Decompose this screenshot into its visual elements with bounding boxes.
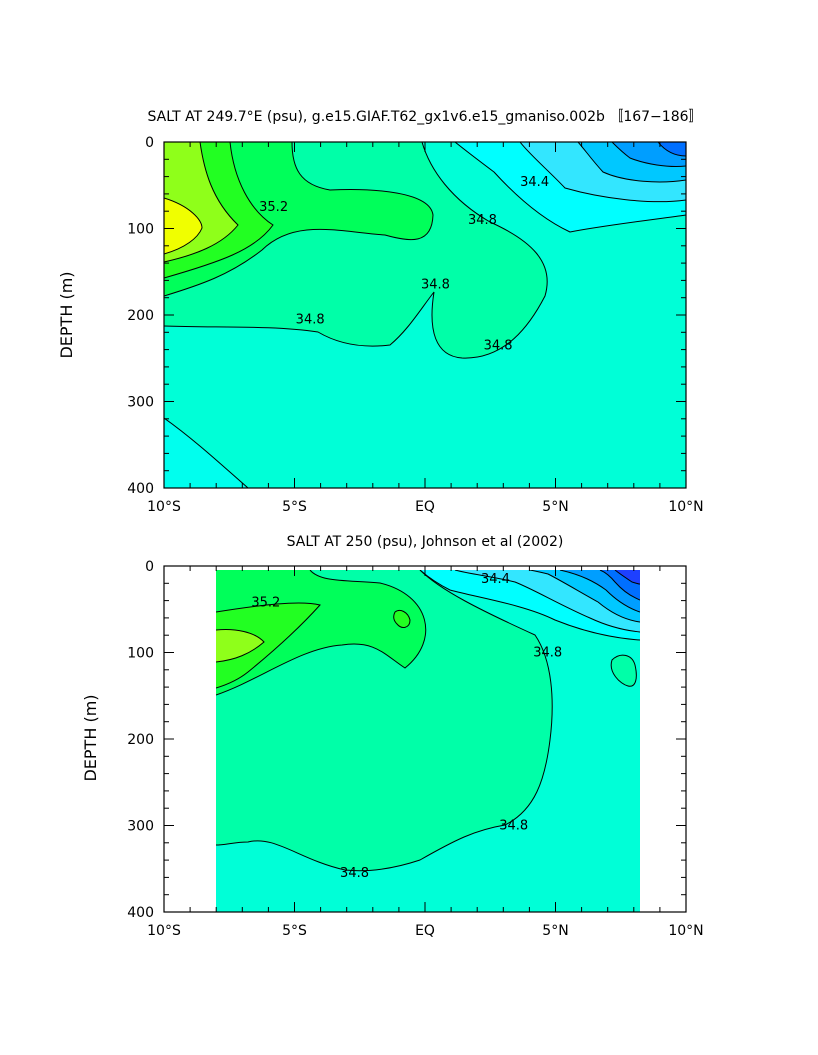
y-tick-label: 400 [127,481,154,497]
panel-bottom-contour-labels: 35.2 34.4 34.8 34.8 34.8 [251,572,562,881]
y-tick-label: 200 [127,308,154,324]
contour-line [599,570,640,601]
contour-label: 34.8 [340,866,369,881]
contour-line [216,602,321,689]
contour-label: 34.8 [468,213,497,228]
x-tick-label: 10°N [668,923,703,939]
band-33-6-bottom [615,570,640,584]
y-tick-label: 0 [145,135,154,151]
contour-label: 34.8 [484,338,513,353]
contour-line [614,570,640,585]
contour-line [164,142,274,279]
panel-bottom-axes: 10°S 5°S EQ 5°N 10°N 0 100 200 300 400 [127,559,703,939]
contour-line [393,609,411,628]
contour-line [216,570,427,696]
x-tick-label: 5°S [282,923,307,939]
x-tick-label: 10°N [668,499,703,515]
panel-bottom-ylabel: DEPTH (m) [81,694,100,781]
band-35-2-bottom [216,602,320,688]
contour-line [610,654,637,687]
contour-line [164,142,548,359]
panel-bottom-title: SALT AT 250 (psu), Johnson et al (2002) [287,534,564,550]
contour-label: 34.8 [499,819,528,834]
panel-bottom-fill [216,570,640,912]
contour-line [559,570,640,613]
panel-top-fill [164,142,686,488]
contour-line [611,142,686,167]
contour-label: 35.2 [251,595,280,610]
x-tick-label: 10°S [147,923,181,939]
y-tick-label: 200 [127,732,154,748]
y-tick-label: 300 [127,819,154,835]
y-tick-label: 100 [127,222,154,238]
contour-label: 34.8 [296,312,325,327]
x-tick-label: 5°N [542,499,568,515]
contour-line [164,417,249,488]
panel-bottom: SALT AT 250 (psu), Johnson et al (2002) [81,534,704,939]
contour-line [519,142,686,203]
contour-label: 34.8 [421,278,450,293]
contour-line [419,570,640,641]
x-tick-label: 5°N [542,923,568,939]
band-35-4-bottom [216,629,264,662]
x-tick-label: EQ [415,499,435,515]
x-tick-label: 10°S [147,499,181,515]
y-tick-label: 400 [127,905,154,921]
contour-line [529,570,640,623]
y-tick-label: 0 [145,559,154,575]
band-bottom-left-low [164,418,248,488]
y-tick-label: 300 [127,395,154,411]
contour-line [216,570,553,872]
contour-label: 34.4 [520,175,549,190]
contour-label: 34.4 [481,572,510,587]
contour-line [216,629,265,663]
band-33-8-top [658,142,686,156]
x-tick-label: EQ [415,923,435,939]
panel-top-contour-labels: 35.2 34.4 34.8 34.8 34.8 34.8 [259,175,549,353]
panel-top-title: SALT AT 249.7°E (psu), g.e15.GIAF.T62_gx… [147,109,702,125]
contour-label: 34.8 [533,646,562,661]
contour-line [164,142,434,297]
contour-line [454,570,640,633]
band-35-0-bottom [216,570,426,695]
panel-top: SALT AT 249.7°E (psu), g.e15.GIAF.T62_gx… [57,109,704,515]
contour-label: 35.2 [259,200,288,215]
contour-line [577,142,686,183]
contour-line [454,142,686,233]
x-tick-label: 5°S [282,499,307,515]
contour-line [164,142,239,263]
y-tick-label: 100 [127,646,154,662]
panel-top-ylabel: DEPTH (m) [57,271,76,358]
contour-line [164,197,203,255]
panel-top-axes: 10°S 5°S EQ 5°N 10°N 0 100 200 300 400 [127,135,703,515]
band-island-bottom [393,610,410,628]
